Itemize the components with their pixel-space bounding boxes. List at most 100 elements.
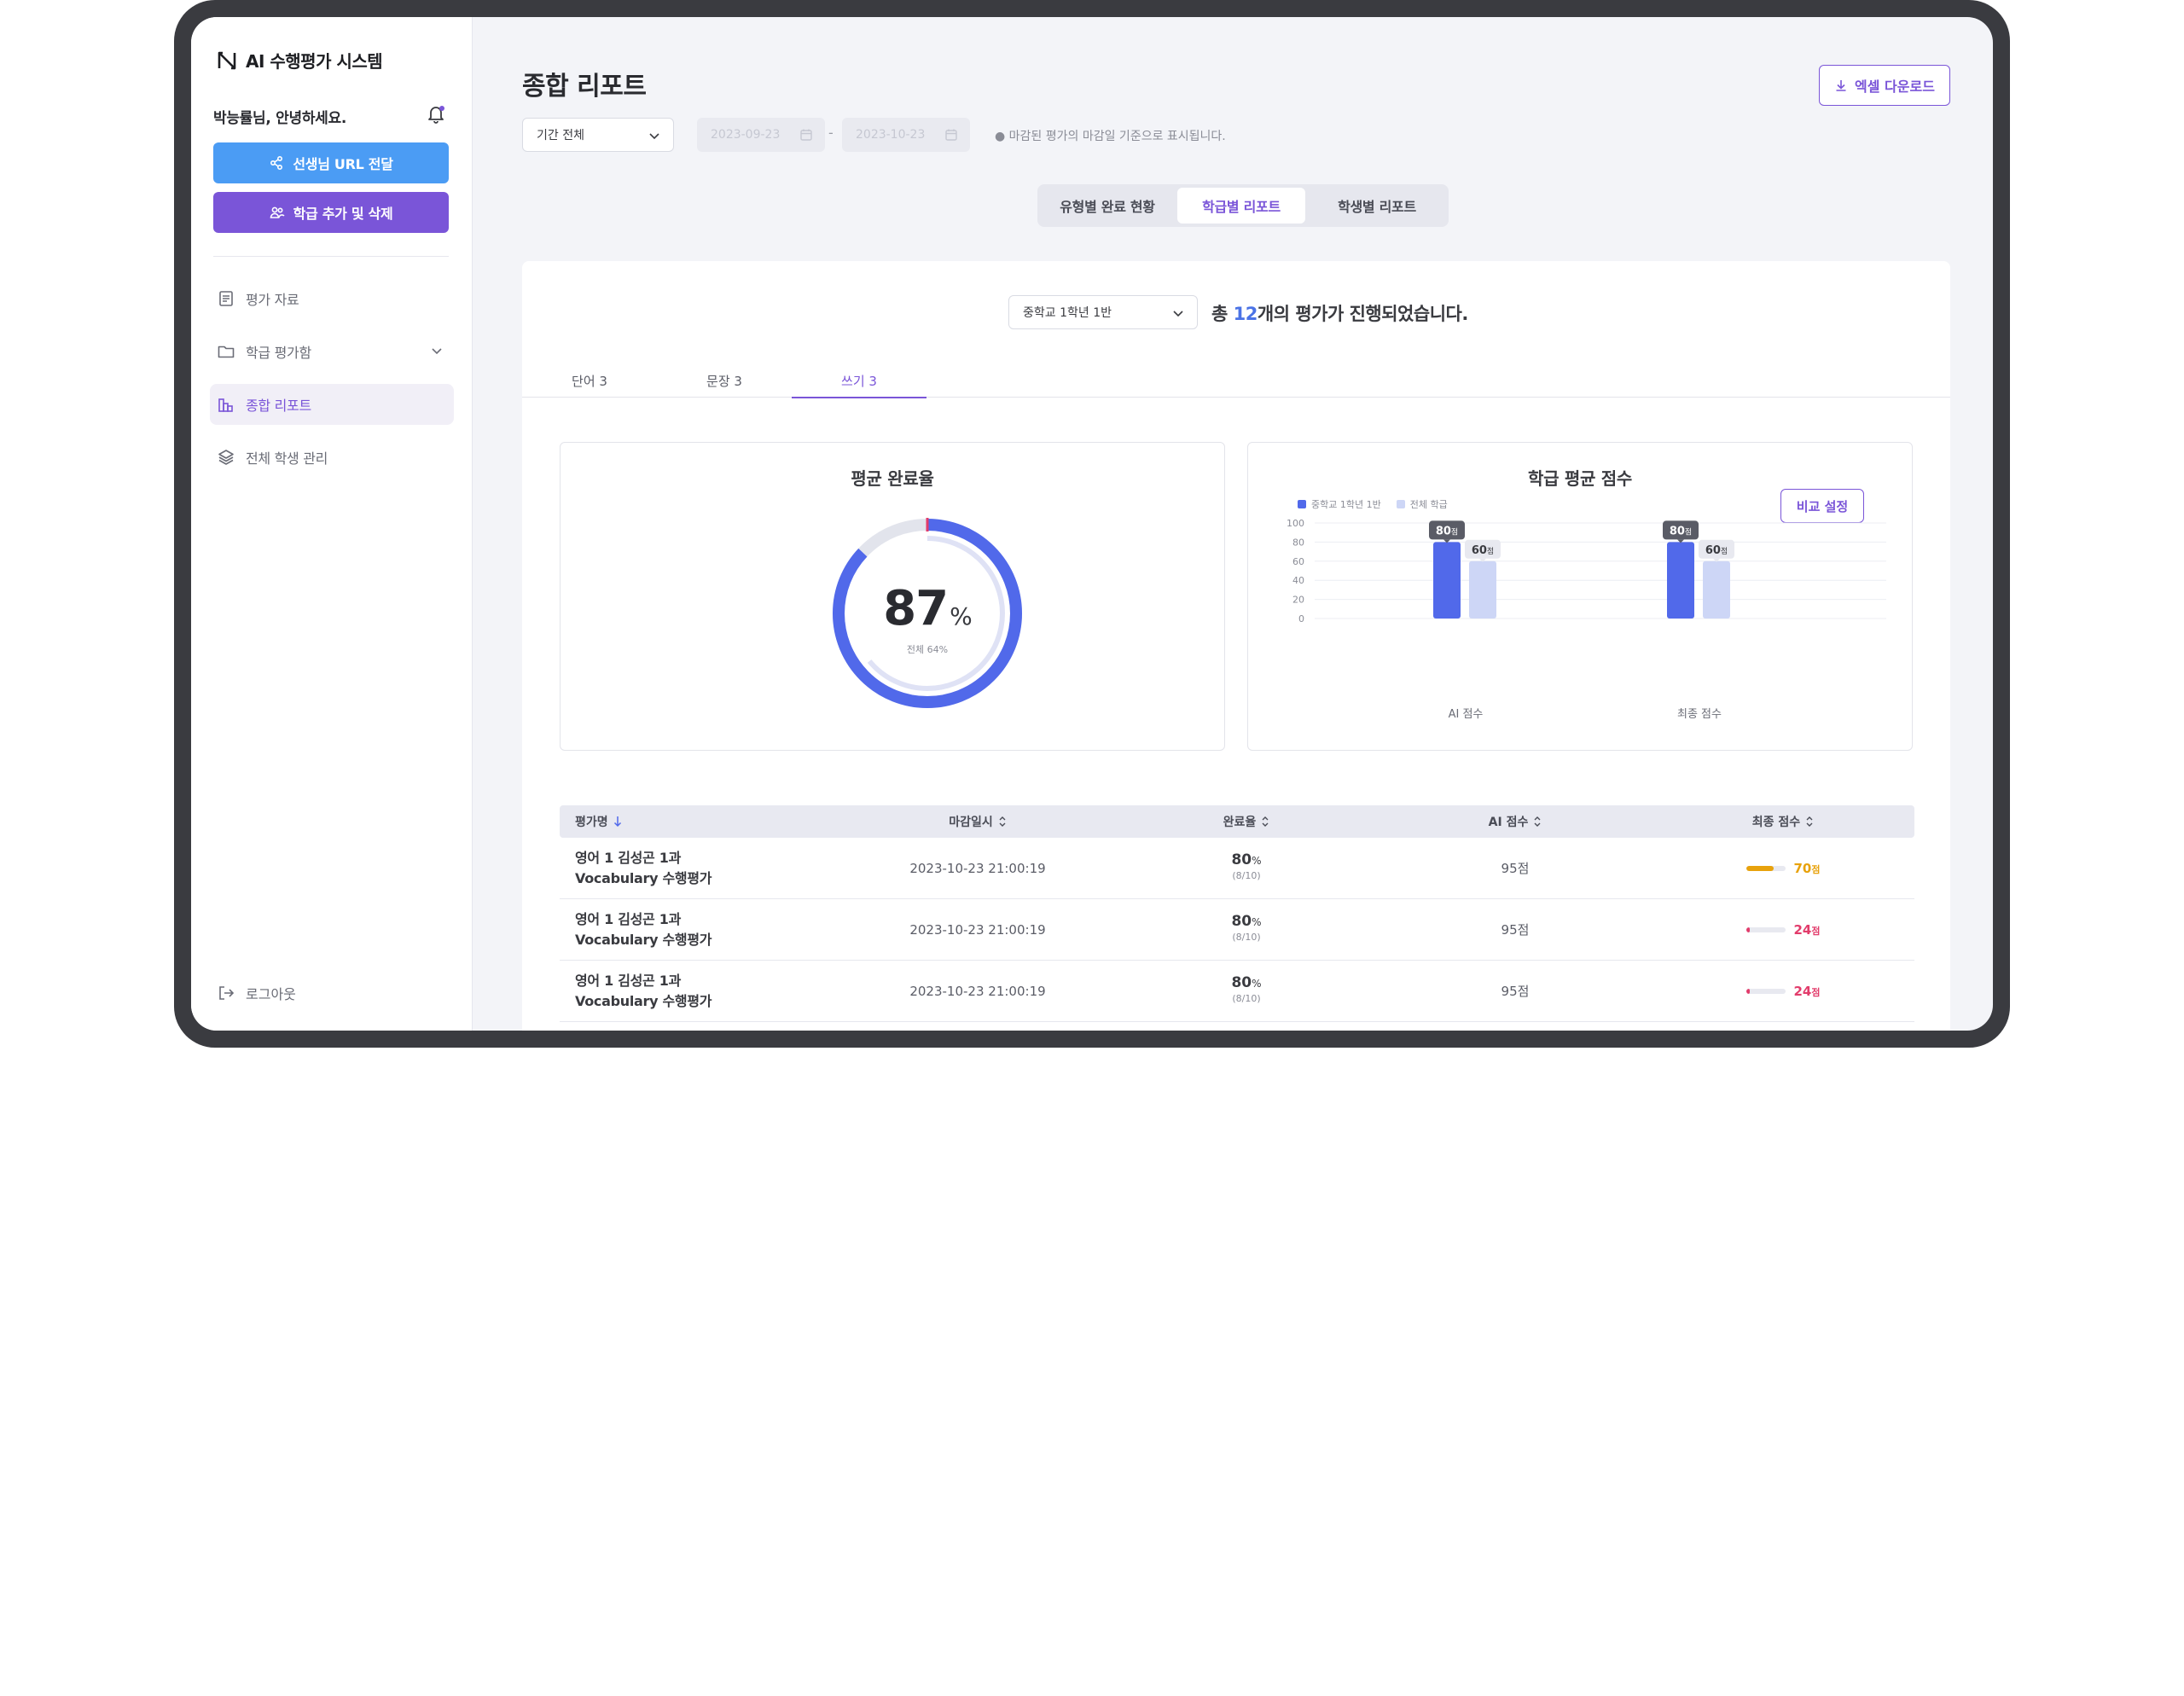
greeting: 박능률님, 안녕하세요. bbox=[213, 110, 346, 127]
chevron-down-icon bbox=[649, 133, 659, 140]
calendar-icon bbox=[800, 129, 812, 141]
final-score-number: 24 bbox=[1793, 921, 1812, 938]
row-ai-score: 95점 bbox=[1501, 922, 1530, 938]
logout-button[interactable]: 로그아웃 bbox=[217, 983, 296, 1003]
calendar-icon bbox=[945, 129, 957, 141]
row-final-score: 24점 bbox=[1652, 984, 1914, 999]
date-from-input[interactable]: 2023-09-23 bbox=[697, 118, 825, 152]
x-tick-label: AI 점수 bbox=[1449, 708, 1484, 721]
bar-chart-icon bbox=[218, 398, 233, 412]
row-title-line1: 영어 1 김성곤 1과 bbox=[575, 972, 681, 989]
evaluation-table: 평가명 마감일시 완료율 AI 점수 최종 점수 영어 1 김성곤 1과 Voca… bbox=[560, 805, 1914, 1031]
legend-item: 전체 학급 bbox=[1396, 497, 1448, 511]
date-note: ● 마감된 평가의 마감일 기준으로 표시됩니다. bbox=[995, 130, 1226, 143]
header-deadline[interactable]: 마감일시 bbox=[841, 813, 1114, 830]
sidebar-item-report[interactable]: 종합 리포트 bbox=[210, 384, 454, 425]
final-score-number: 70 bbox=[1793, 860, 1812, 876]
y-tick-label: 20 bbox=[1292, 595, 1304, 606]
users-icon bbox=[270, 206, 285, 218]
row-final-score: 70점 bbox=[1652, 861, 1914, 876]
tab-student-report[interactable]: 학생별 리포트 bbox=[1338, 199, 1416, 215]
logout-icon bbox=[219, 986, 235, 1000]
data-label-pointer bbox=[1713, 558, 1720, 562]
sidebar-item-class-box[interactable]: 학급 평가함 bbox=[210, 331, 454, 372]
bell-icon[interactable] bbox=[425, 102, 447, 125]
date-to-value: 2023-10-23 bbox=[856, 128, 926, 142]
row-title-line2: Vocabulary 수행평가 bbox=[575, 931, 712, 948]
date-to-input[interactable]: 2023-10-23 bbox=[842, 118, 970, 152]
header-ai-score[interactable]: AI 점수 bbox=[1379, 813, 1652, 830]
tab-type-completion[interactable]: 유형별 완료 현황 bbox=[1060, 199, 1155, 215]
completion-unit: % bbox=[950, 602, 973, 630]
final-score-unit: 점 bbox=[1811, 986, 1821, 998]
layers-icon bbox=[218, 450, 234, 465]
app-logo[interactable]: AI 수행평가 시스템 bbox=[215, 48, 383, 73]
excel-download-button[interactable]: 엑셀 다운로드 bbox=[1819, 65, 1950, 106]
teacher-url-button[interactable]: 선생님 URL 전달 bbox=[213, 142, 449, 183]
row-rate-unit: % bbox=[1252, 978, 1262, 990]
header-name[interactable]: 평가명 bbox=[560, 813, 841, 830]
completion-value: 87% bbox=[827, 581, 1028, 636]
teacher-url-label: 선생님 URL 전달 bbox=[293, 156, 393, 172]
sort-icon bbox=[1262, 816, 1269, 827]
manage-class-button[interactable]: 학급 추가 및 삭제 bbox=[213, 192, 449, 233]
row-title-line2: Vocabulary 수행평가 bbox=[575, 869, 712, 886]
chevron-down-icon[interactable] bbox=[428, 342, 445, 359]
data-label: 60점 bbox=[1472, 544, 1494, 557]
period-select[interactable]: 기간 전체 bbox=[522, 118, 674, 152]
row-rate-number: 80 bbox=[1231, 851, 1252, 868]
final-score-bar bbox=[1745, 926, 1786, 932]
page-title: 종합 리포트 bbox=[522, 72, 647, 102]
data-label-pointer bbox=[1677, 539, 1684, 543]
completion-overall: 전체 64% bbox=[906, 644, 949, 655]
tab-sentence[interactable]: 문장 3 bbox=[706, 374, 742, 389]
row-rate: 80% (8/10) bbox=[1114, 852, 1379, 884]
share-icon bbox=[270, 155, 283, 171]
header-label: 완료율 bbox=[1223, 816, 1257, 829]
logout-label: 로그아웃 bbox=[246, 986, 296, 1002]
bar-overall bbox=[1469, 560, 1496, 619]
date-from-value: 2023-09-23 bbox=[711, 128, 781, 142]
row-ai-score: 95점 bbox=[1501, 984, 1530, 999]
data-label: 80점 bbox=[1670, 525, 1692, 537]
row-title-line2: Vocabulary 수행평가 bbox=[575, 992, 712, 1009]
bar-class bbox=[1667, 542, 1694, 619]
table-header: 평가명 마감일시 완료율 AI 점수 최종 점수 bbox=[560, 805, 1914, 838]
report-type-switch: 유형별 완료 현황 학급별 리포트 학생별 리포트 bbox=[1037, 184, 1449, 227]
data-label-pointer bbox=[1443, 539, 1450, 543]
row-rate-value: 80% bbox=[1231, 975, 1261, 991]
final-score-bar-fill bbox=[1745, 865, 1774, 871]
sidebar-item-label: 전체 학생 관리 bbox=[246, 450, 328, 467]
row-title-line1: 영어 1 김성곤 1과 bbox=[575, 849, 681, 866]
summary-suffix: 개의 평가가 진행되었습니다. bbox=[1257, 304, 1468, 324]
header-final-score[interactable]: 최종 점수 bbox=[1652, 813, 1914, 830]
manage-class-label: 학급 추가 및 삭제 bbox=[293, 206, 393, 222]
final-score-bar-fill bbox=[1745, 926, 1751, 932]
completion-number: 87 bbox=[883, 581, 949, 636]
bar-class bbox=[1433, 542, 1461, 619]
legend-label: 전체 학급 bbox=[1409, 499, 1448, 510]
summary-prefix: 총 bbox=[1211, 304, 1234, 324]
donut-overall-arc bbox=[850, 536, 1005, 691]
sidebar-item-materials[interactable]: 평가 자료 bbox=[210, 278, 454, 319]
header-rate[interactable]: 완료율 bbox=[1114, 813, 1379, 830]
tab-writing[interactable]: 쓰기 3 bbox=[792, 372, 926, 398]
sidebar-item-label: 종합 리포트 bbox=[246, 398, 311, 414]
tab-word[interactable]: 단어 3 bbox=[572, 374, 607, 389]
folder-icon bbox=[218, 346, 235, 358]
sidebar-item-students[interactable]: 전체 학생 관리 bbox=[210, 437, 454, 478]
completion-panel: 평균 완료율 87% 전체 64% bbox=[560, 442, 1225, 751]
excel-download-label: 엑셀 다운로드 bbox=[1855, 78, 1935, 95]
final-score-bar bbox=[1745, 988, 1786, 994]
final-score-unit: 점 bbox=[1811, 925, 1821, 937]
tab-class-report[interactable]: 학급별 리포트 bbox=[1177, 188, 1305, 224]
sort-icon bbox=[1534, 816, 1541, 827]
class-select[interactable]: 중학교 1학년 1반 bbox=[1008, 295, 1198, 329]
sidebar-item-label: 학급 평가함 bbox=[246, 345, 311, 361]
report-card: 중학교 1학년 1반 총 12개의 평가가 진행되었습니다. 단어 3 문장 3… bbox=[522, 261, 1950, 1031]
row-ai-score: 95점 bbox=[1501, 861, 1530, 876]
